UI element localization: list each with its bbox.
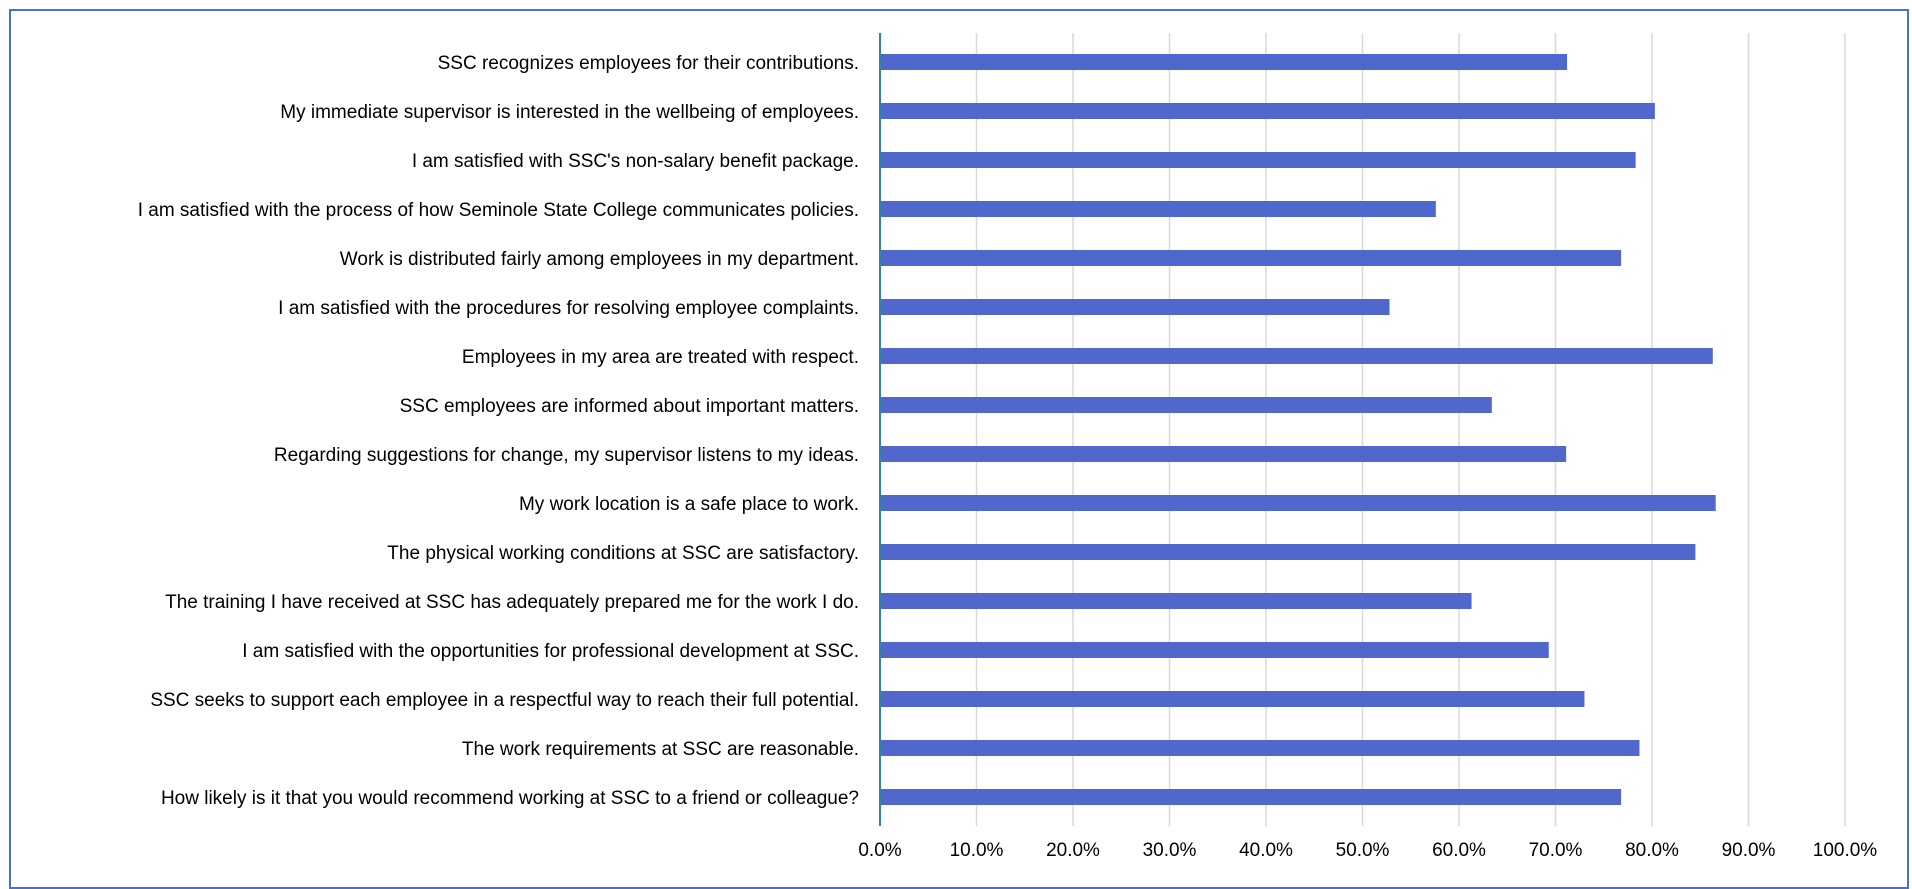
category-label: SSC seeks to support each employee in a … [150,690,859,711]
bar [880,54,1568,70]
category-label: The training I have received at SSC has … [165,592,859,613]
category-label: SSC employees are informed about importa… [400,396,859,417]
bar [880,152,1636,168]
bar [880,544,1696,560]
bar [880,201,1436,217]
x-tick-label: 60.0% [1432,840,1486,861]
horizontal-bar-chart: SSC recognizes employees for their contr… [138,33,1877,861]
x-tick-label: 70.0% [1529,840,1583,861]
bars [880,54,1716,805]
category-label: I am satisfied with the process of how S… [138,200,859,221]
x-tick-label: 50.0% [1336,840,1390,861]
category-label: Employees in my area are treated with re… [462,347,859,368]
x-tick-label: 10.0% [950,840,1004,861]
bar [880,348,1713,364]
gridlines [975,33,1846,826]
bar [880,250,1622,266]
bar [880,593,1472,609]
x-tick-label: 40.0% [1239,840,1293,861]
x-tick-label: 30.0% [1143,840,1197,861]
bar [880,103,1655,119]
x-tick-label: 0.0% [858,840,901,861]
bar [880,446,1567,462]
x-tick-label: 20.0% [1046,840,1100,861]
bar [880,299,1390,315]
x-tick-label: 80.0% [1625,840,1679,861]
category-label: I am satisfied with SSC's non-salary ben… [412,151,859,172]
x-tick-label: 100.0% [1813,840,1878,861]
bar [880,691,1585,707]
bar [880,495,1716,511]
category-label: How likely is it that you would recommen… [161,788,859,809]
category-label: SSC recognizes employees for their contr… [438,53,859,74]
bar [880,642,1549,658]
category-label: Regarding suggestions for change, my sup… [274,445,859,466]
category-label: I am satisfied with the procedures for r… [278,298,859,319]
category-label: My work location is a safe place to work… [519,494,859,515]
category-label: My immediate supervisor is interested in… [280,102,859,123]
bar [880,789,1622,805]
category-label: The work requirements at SSC are reasona… [462,739,859,760]
x-tick-label: 90.0% [1722,840,1776,861]
bar [880,740,1640,756]
category-label: Work is distributed fairly among employe… [340,249,859,270]
category-labels: SSC recognizes employees for their contr… [138,53,859,809]
bar [880,397,1492,413]
category-label: I am satisfied with the opportunities fo… [242,641,859,662]
chart-frame: SSC recognizes employees for their contr… [9,9,1909,889]
x-axis-tick-labels: 0.0% 10.0% 20.0% 30.0% 40.0% 50.0% 60.0% 70.0% 8… [858,840,1877,861]
category-label: The physical working conditions at SSC a… [387,543,859,564]
